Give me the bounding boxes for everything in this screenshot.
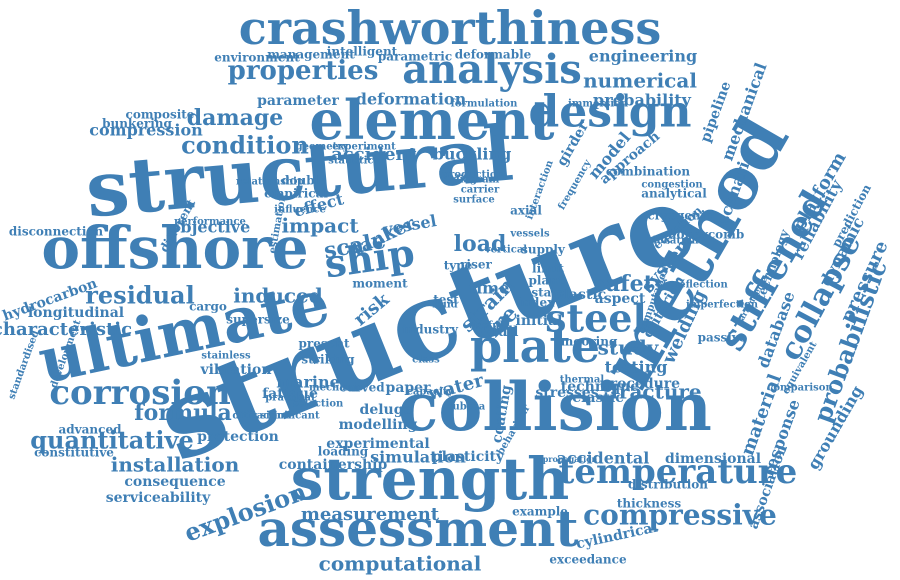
word-supply: supply [521, 243, 566, 257]
word-elastic: elastic [572, 390, 624, 406]
word-plant: plant [529, 274, 564, 288]
word-useful: useful [469, 321, 504, 332]
word-moment: moment [352, 277, 408, 291]
word-honeycomb: honeycomb [668, 228, 744, 242]
word-supersize: supersize [226, 313, 290, 327]
word-formulation: formulation [451, 99, 518, 110]
word-type: type [444, 259, 473, 273]
word-vessels: vessels [509, 229, 550, 240]
word-protection: protection [197, 429, 279, 445]
word-mooring: mooring [561, 335, 618, 349]
word-significant: significant [260, 411, 320, 422]
word-passive: passive [698, 331, 747, 345]
word-capacity: capacity [407, 387, 455, 398]
word-vertical: vertical [484, 245, 527, 256]
word-time: time [469, 279, 510, 298]
word-loading: loading [318, 445, 369, 459]
word-measurement: measurement [301, 504, 440, 525]
word-distribution: distribution [628, 478, 708, 492]
word-parametric: parametric [378, 50, 452, 64]
word-stainless: stainless [201, 351, 251, 362]
word-containership: containership [279, 457, 388, 473]
word-disconnection: disconnection [9, 225, 104, 239]
word-consequence: consequence [124, 474, 225, 490]
word-congestion: congestion [641, 180, 703, 191]
word-constitutive: constitutive [34, 446, 114, 460]
word-geometry: geometry [296, 142, 350, 153]
word-numerical: numerical [583, 69, 697, 93]
word-fluid: fluid [432, 300, 457, 311]
word-combination: combination [606, 165, 691, 179]
word-computational: computational [319, 552, 482, 576]
word-present: present [298, 337, 349, 351]
word-buckling: buckling [433, 145, 512, 164]
word-immersion: immersion [568, 99, 629, 110]
word-index: index [518, 296, 555, 310]
word-advanced: advanced [59, 423, 123, 437]
word-vibration: vibration [200, 362, 272, 378]
word-thickness: thickness [617, 497, 682, 511]
word-statistical: statistical [328, 156, 384, 167]
word-surface: surface [453, 195, 494, 206]
word-serviceability: serviceability [106, 490, 211, 506]
word-engineering: engineering [589, 47, 697, 66]
word-mechanic: mechanic [309, 383, 363, 394]
word-bunkering: bunkering [102, 117, 172, 131]
word-dimensional: dimensional [665, 451, 761, 467]
word-induced: induced [233, 284, 323, 308]
word-parameter: parameter [257, 93, 339, 109]
word-deformable: deformable [455, 48, 532, 62]
word-subsea: subsea [447, 402, 486, 413]
word-procedure: procedure [600, 376, 680, 392]
word-selection: selection [293, 399, 344, 410]
word-testing: testing [605, 358, 668, 377]
word-propagation: propagation [543, 454, 598, 464]
word-thermal: thermal [560, 375, 605, 386]
word-deflection: deflection [672, 280, 728, 291]
word-impact: impact [281, 214, 359, 238]
word-diagram: diagram [453, 175, 500, 186]
word-class: class [412, 355, 440, 366]
word-empirical: empirical [264, 187, 328, 201]
word-relationship: relationship [236, 177, 304, 188]
word-carrier: carrier [461, 185, 500, 196]
word-plasticity: plasticity [432, 449, 505, 465]
word-wave: wave [623, 345, 651, 356]
word-initial: initial [516, 313, 563, 329]
word-industry: industry [402, 323, 459, 337]
word-modelling: modelling [339, 417, 418, 433]
word-deluge: deluge [360, 402, 413, 418]
word-installation: installation [111, 453, 240, 477]
word-cargo: cargo [189, 300, 227, 314]
word-comparison: comparison [767, 383, 833, 394]
word-exceedance: exceedance [549, 553, 627, 567]
word-performance: performance [174, 217, 246, 228]
word-example: example [512, 505, 568, 519]
word-aspect: aspect [595, 291, 646, 307]
word-striking: striking [301, 353, 355, 367]
word-formula: formula [134, 400, 232, 426]
